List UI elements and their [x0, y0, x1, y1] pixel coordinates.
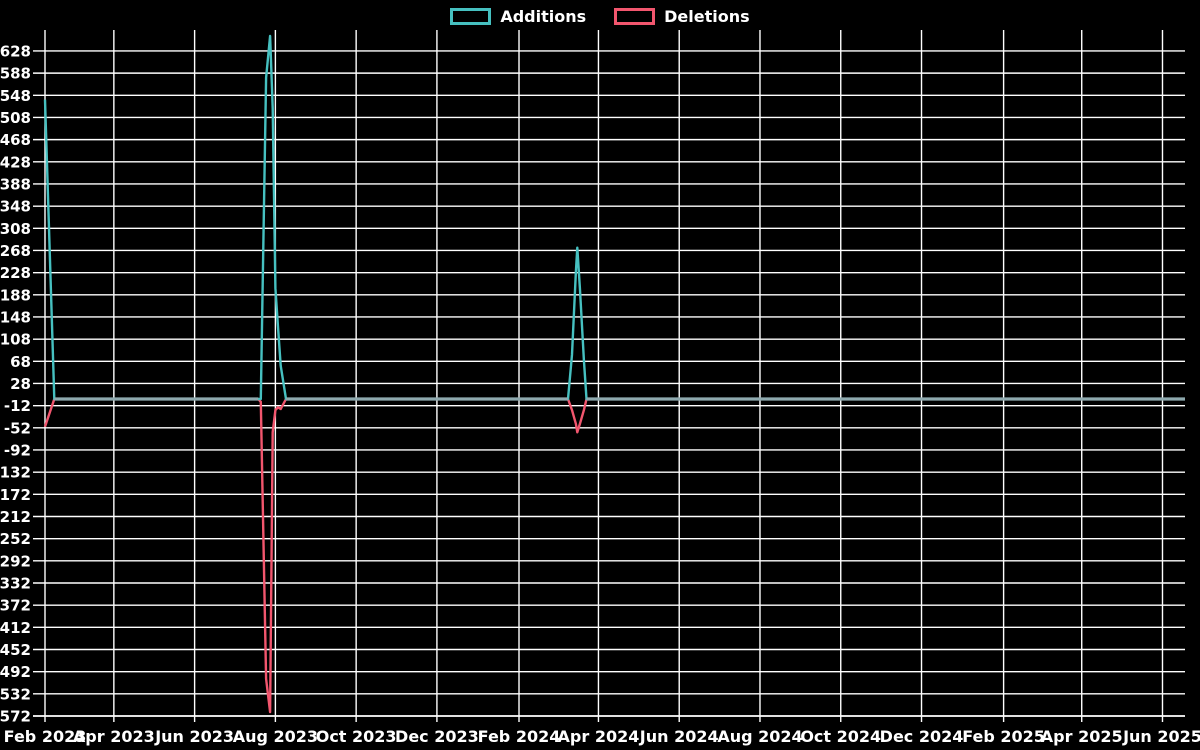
x-tick-label: Apr 2025: [1041, 727, 1123, 746]
y-tick-label: 148: [0, 308, 31, 326]
legend-item-deletions[interactable]: Deletions: [614, 8, 750, 25]
legend-label-deletions: Deletions: [664, 6, 750, 26]
y-tick-label: 388: [0, 175, 31, 193]
y-tick-label: 68: [10, 353, 31, 371]
x-tick-label: Feb 2023: [4, 727, 87, 746]
x-tick-label: Jun 2023: [154, 727, 234, 746]
y-tick-label: 548: [0, 87, 31, 105]
y-tick-label: -292: [0, 552, 31, 570]
x-tick-label: Aug 2023: [233, 727, 318, 746]
y-tick-label: 108: [0, 331, 31, 349]
y-tick-label: 268: [0, 242, 31, 260]
y-tick-label: -532: [0, 685, 31, 703]
y-tick-label: 508: [0, 109, 31, 127]
x-tick-label: Oct 2023: [316, 727, 397, 746]
y-tick-label: 428: [0, 153, 31, 171]
x-tick-label: Feb 2024: [478, 727, 561, 746]
y-tick-label: 588: [0, 65, 31, 83]
additions-line: [43, 34, 1185, 401]
legend-label-additions: Additions: [500, 6, 587, 26]
y-tick-label: -52: [4, 419, 31, 437]
y-tick-label: 468: [0, 131, 31, 149]
y-tick-label: 308: [0, 220, 31, 238]
x-tick-label: Apr 2023: [73, 727, 155, 746]
y-tick-label: -12: [4, 397, 31, 415]
x-tick-label: Jun 2024: [639, 727, 719, 746]
x-tick-label: Jun 2025: [1122, 727, 1200, 746]
y-tick-label: 188: [0, 286, 31, 304]
y-tick-label: -492: [0, 663, 31, 681]
y-tick-label: -412: [0, 619, 31, 637]
y-tick-label: -212: [0, 508, 31, 526]
y-tick-label: 628: [0, 42, 31, 60]
y-tick-label: 348: [0, 198, 31, 216]
x-tick-label: Feb 2025: [962, 727, 1045, 746]
x-tick-label: Aug 2024: [717, 727, 802, 746]
y-tick-label: -172: [0, 486, 31, 504]
y-tick-label: -252: [0, 530, 31, 548]
x-tick-label: Dec 2023: [395, 727, 479, 746]
deletions-line: [43, 397, 1185, 714]
y-tick-label: -572: [0, 708, 31, 726]
additions-swatch-icon: [450, 8, 492, 25]
legend-item-additions[interactable]: Additions: [450, 8, 586, 25]
x-tick-label: Dec 2024: [880, 727, 964, 746]
x-tick-label: Oct 2024: [800, 727, 881, 746]
x-tick-label: Apr 2024: [558, 727, 640, 746]
y-tick-label: -372: [0, 597, 31, 615]
y-tick-label: -452: [0, 641, 31, 659]
y-tick-label: -132: [0, 464, 31, 482]
y-tick-label: -92: [4, 441, 31, 459]
y-tick-label: 28: [10, 375, 31, 393]
chart-legend: Additions Deletions: [0, 8, 1200, 25]
y-tick-label: -332: [0, 574, 31, 592]
y-tick-label: 228: [0, 264, 31, 282]
deletions-swatch-icon: [614, 8, 656, 25]
